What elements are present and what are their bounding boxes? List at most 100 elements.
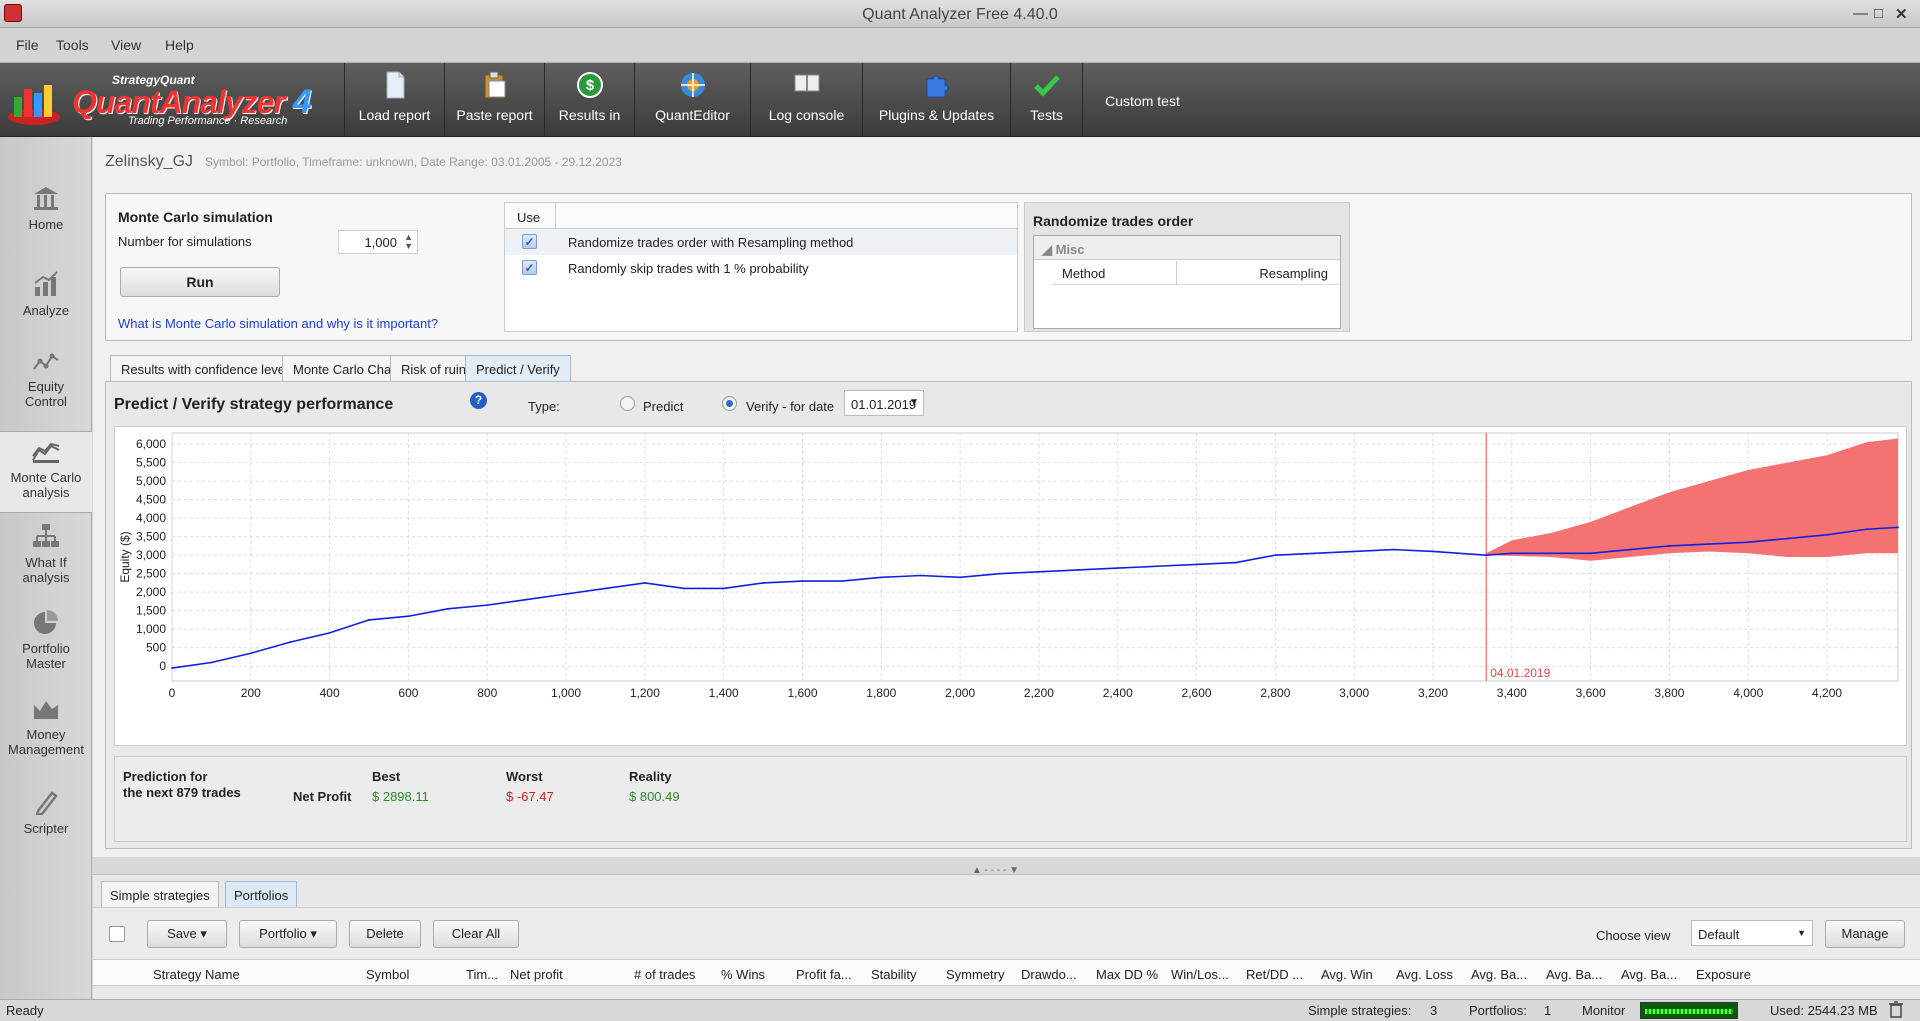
select-all-checkbox[interactable] (109, 926, 125, 942)
help-icon[interactable]: ? (470, 392, 487, 409)
sidebar-item-label: Home (28, 217, 64, 232)
col-net-profit[interactable]: Net profit (510, 967, 563, 982)
tab-simple-strategies[interactable]: Simple strategies (101, 881, 219, 907)
equity-chart-svg: 0 500 1,000 1,500 2,000 2,500 3,000 3,500 4,000 4… (118, 432, 1899, 700)
results-in-button[interactable]: $ Results in (544, 63, 634, 137)
whatif-icon (30, 523, 62, 551)
sidebar-item-money-management[interactable]: Money Management (0, 695, 92, 757)
portfolios-count: 1 (1544, 1003, 1552, 1018)
custom-test-button[interactable]: Custom test (1082, 63, 1202, 137)
sidebar-item-equity-control[interactable]: Equity Control (0, 347, 92, 409)
menu-view[interactable]: View (111, 37, 142, 53)
manage-button[interactable]: Manage (1825, 920, 1905, 948)
equity-point (762, 582, 764, 584)
maximize-button[interactable]: □ (1874, 5, 1884, 22)
close-button[interactable]: ✕ (1895, 6, 1908, 23)
monte-carlo-help-link[interactable]: What is Monte Carlo simulation and why i… (118, 316, 439, 331)
col-avg-win[interactable]: Avg. Win (1321, 967, 1373, 982)
garbage-collect-icon[interactable] (1888, 1001, 1904, 1021)
panel-splitter[interactable]: ▲ - - - - ▼ (972, 865, 1020, 876)
randomize-property-table: ◢ Misc Method Resampling (1033, 235, 1341, 329)
sidebar-item-scripter[interactable]: Scripter (0, 789, 92, 836)
col-max-dd-pct[interactable]: Max DD % (1096, 967, 1159, 982)
stepper-arrows-icon[interactable]: ▲ ▼ (404, 232, 413, 251)
x-tick-label: 3,400 (1497, 686, 1527, 700)
tab-portfolios[interactable]: Portfolios (225, 881, 298, 907)
delete-button[interactable]: Delete (349, 920, 421, 948)
equity-point (1432, 550, 1434, 553)
tab-risk-of-ruin[interactable]: Risk of ruin (390, 355, 478, 381)
tab-predict-verify[interactable]: Predict / Verify (465, 355, 571, 381)
sidebar-item-analyze[interactable]: Analyze (0, 271, 92, 318)
confidence-band (1486, 438, 1898, 561)
sidebar-item-label: Portfolio Master (22, 641, 70, 671)
tests-button[interactable]: Tests (1010, 63, 1082, 137)
document-icon (380, 71, 410, 101)
col-ret-dd[interactable]: Ret/DD ... (1246, 967, 1304, 982)
col-timeframe[interactable]: Tim... (466, 967, 499, 982)
quanteditor-button[interactable]: QuantEditor (634, 63, 750, 137)
tab-monte-carlo-chart[interactable]: Monte Carlo Chart (282, 355, 411, 381)
col-avg-loss[interactable]: Avg. Loss (1396, 967, 1453, 982)
tab-results-confidence[interactable]: Results with confidence levels (110, 355, 306, 381)
col-num-trades[interactable]: # of trades (634, 967, 696, 982)
portfolio-button[interactable]: Portfolio ▾ (239, 920, 337, 948)
x-tick-label: 200 (241, 686, 261, 700)
equity-point (289, 641, 292, 644)
run-button[interactable]: Run (120, 267, 280, 297)
option-row[interactable]: ✓ Randomize trades order with Resampling… (505, 229, 1017, 255)
menu-help[interactable]: Help (165, 37, 194, 53)
col-pct-wins[interactable]: % Wins (721, 967, 766, 982)
dropdown-arrow-icon: ▾ (310, 926, 317, 941)
plugins-updates-button[interactable]: Plugins & Updates (862, 63, 1010, 137)
y-tick-label: 2,500 (136, 567, 166, 581)
best-header: Best (372, 769, 401, 784)
verify-radio[interactable] (722, 396, 737, 411)
col-avg-bars-1[interactable]: Avg. Ba... (1471, 967, 1528, 982)
logo-tagline: Trading Performance · Research (128, 115, 288, 127)
num-simulations-stepper[interactable]: 1,000 ▲ ▼ (338, 230, 418, 254)
clear-all-button[interactable]: Clear All (433, 920, 519, 948)
misc-group[interactable]: ◢ Misc (1034, 236, 1340, 260)
col-symbol[interactable]: Symbol (366, 967, 410, 982)
verify-date-marker-label: 04.01.2019 (1490, 666, 1550, 680)
sidebar-item-monte-carlo[interactable]: Monte Carlo analysis (0, 431, 92, 513)
col-avg-bars-3[interactable]: Avg. Ba... (1621, 967, 1678, 982)
menu-file[interactable]: File (16, 37, 39, 53)
predict-radio[interactable] (620, 396, 635, 411)
sidebar-item-what-if[interactable]: What If analysis (0, 523, 92, 585)
equity-icon (30, 347, 62, 375)
col-stability[interactable]: Stability (871, 967, 917, 982)
load-report-button[interactable]: Load report (344, 63, 444, 137)
option-checkbox[interactable]: ✓ (522, 234, 537, 249)
method-row[interactable]: Method Resampling (1052, 261, 1340, 285)
equity-point (919, 574, 922, 577)
save-button[interactable]: Save ▾ (147, 920, 227, 948)
col-strategy-name[interactable]: Strategy Name (153, 967, 240, 982)
minimize-button[interactable]: — (1853, 5, 1868, 22)
col-profit-factor[interactable]: Profit fa... (796, 967, 852, 982)
col-drawdown[interactable]: Drawdo... (1021, 967, 1077, 982)
logo: StrategyQuant QuantAnalyzer 4 Trading Pe… (0, 63, 340, 137)
log-console-button[interactable]: Log console (750, 63, 862, 137)
sidebar-item-label: What If analysis (22, 555, 70, 585)
view-select[interactable]: Default ▼ (1691, 920, 1813, 946)
verify-date-select[interactable]: 01.01.2019 ▼ (844, 390, 924, 416)
col-symmetry[interactable]: Symmetry (946, 967, 1005, 982)
y-tick-label: 500 (146, 641, 166, 655)
x-tick-label: 2,400 (1103, 686, 1133, 700)
x-tick-label: 4,200 (1812, 686, 1842, 700)
option-checkbox[interactable]: ✓ (522, 260, 537, 275)
best-value: $ 2898.11 (372, 789, 429, 804)
sidebar-item-portfolio-master[interactable]: Portfolio Master (0, 609, 92, 671)
col-win-loss[interactable]: Win/Los... (1171, 967, 1229, 982)
sidebar-item-home[interactable]: Home (0, 185, 92, 232)
option-row[interactable]: ✓ Randomly skip trades with 1 % probabil… (505, 255, 1017, 281)
col-avg-bars-2[interactable]: Avg. Ba... (1546, 967, 1603, 982)
paste-report-button[interactable]: Paste report (444, 63, 544, 137)
x-tick-label: 2,000 (945, 686, 975, 700)
method-value[interactable]: Resampling (1259, 266, 1328, 281)
equity-point (959, 576, 962, 579)
col-exposure[interactable]: Exposure (1696, 967, 1751, 982)
menu-tools[interactable]: Tools (56, 37, 89, 53)
